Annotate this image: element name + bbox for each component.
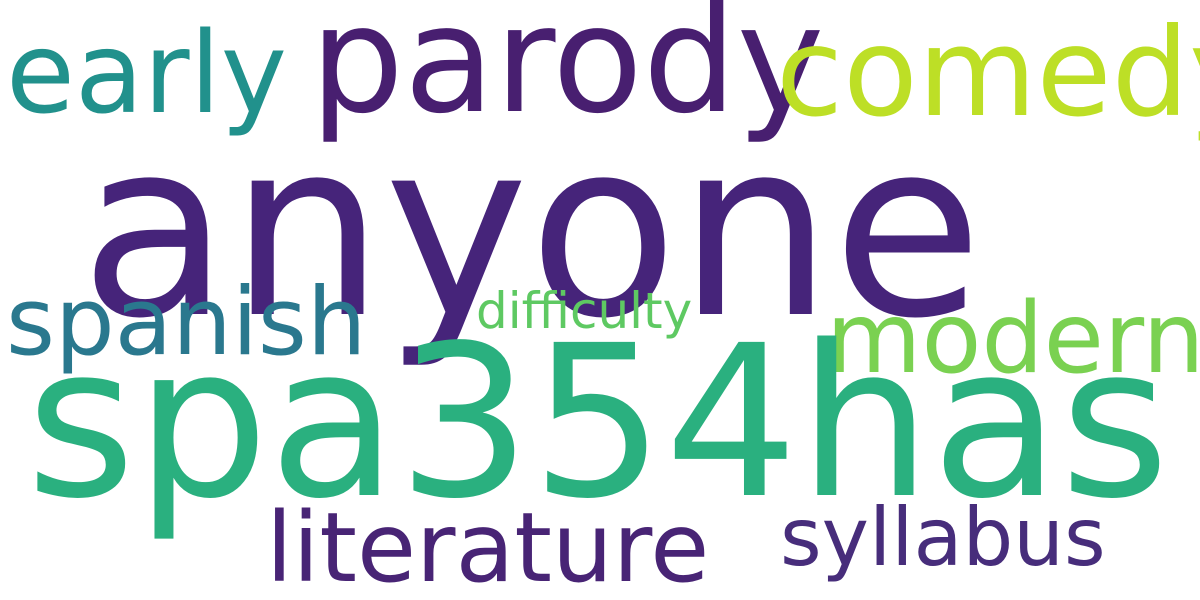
- word-spanish: spanish: [6, 268, 367, 377]
- word-spa354has: spa354has: [26, 300, 1170, 545]
- word-syllabus: syllabus: [780, 491, 1106, 584]
- word-literature: literature: [266, 492, 710, 600]
- word-anyone: anyone: [80, 88, 983, 372]
- word-early: early: [6, 9, 287, 139]
- word-modern: modern: [826, 282, 1200, 396]
- word-difficulty: difficulty: [476, 282, 693, 340]
- word-comedy: comedy: [776, 2, 1200, 144]
- word-parody: parody: [310, 0, 825, 146]
